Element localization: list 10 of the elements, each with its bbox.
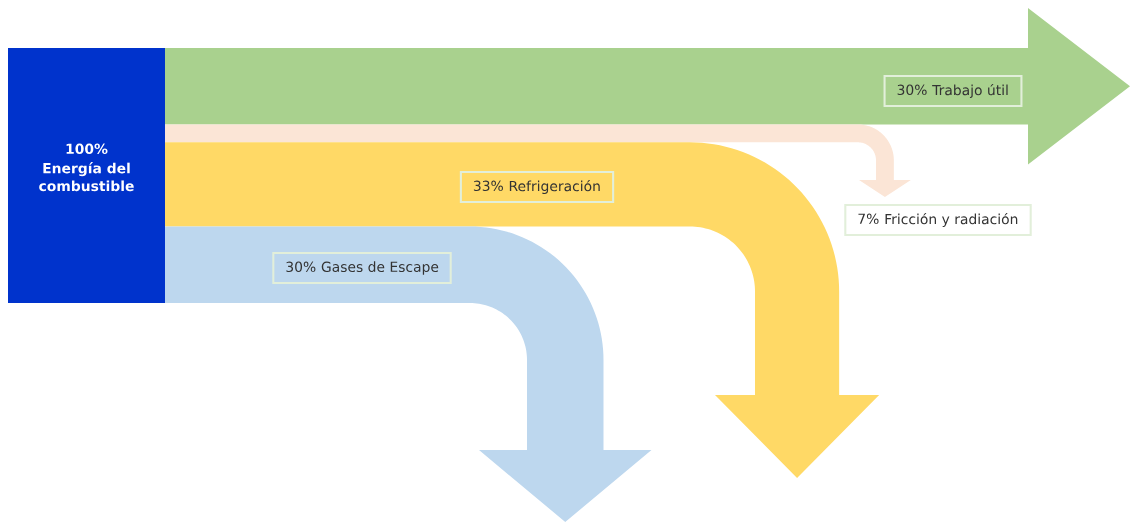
category-label: Refrigeración: [509, 180, 600, 194]
category-label: Fricción y radiación: [885, 213, 1018, 227]
category-label: Trabajo útil: [932, 84, 1008, 98]
data-label: 33%: [473, 180, 503, 192]
data-label: 30%: [286, 261, 316, 273]
category-label: Gases de Escape: [321, 261, 439, 275]
data-label: 30%: [897, 84, 927, 96]
data-label: 7%: [858, 213, 879, 225]
data-label: 100%: [66, 143, 108, 155]
category-label: Energía del combustible: [39, 162, 134, 192]
